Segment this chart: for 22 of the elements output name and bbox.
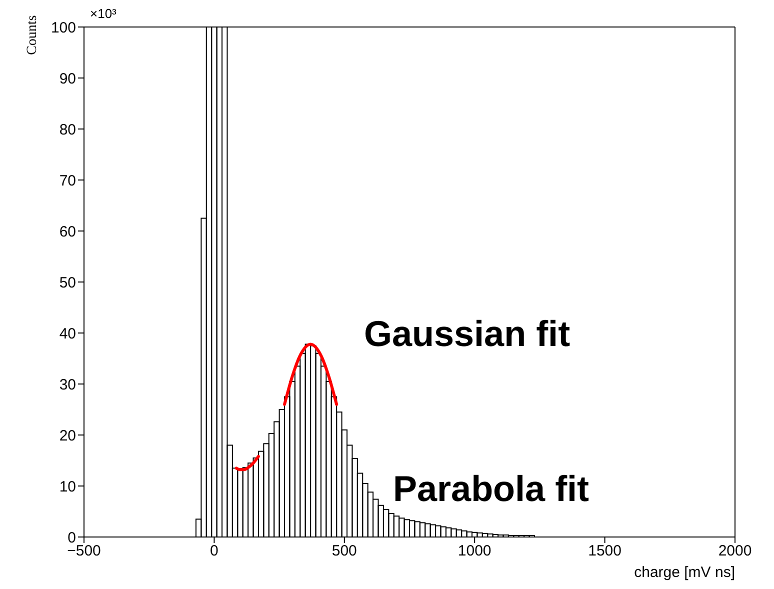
y-tick-label: 30 <box>59 376 76 394</box>
y-tick-label: 70 <box>59 172 76 190</box>
x-tick-label: 1000 <box>458 542 492 560</box>
x-tick-label: 1500 <box>588 542 622 560</box>
y-tick-label: 40 <box>59 325 76 342</box>
y-tick-label: 90 <box>59 70 76 88</box>
line-series <box>283 342 338 406</box>
x-tick-label: 2000 <box>718 542 752 560</box>
y-tick-label: 50 <box>59 274 76 292</box>
text: ×10³ <box>90 6 116 21</box>
y-axis-title: Counts <box>24 15 40 55</box>
y-tick-label: 100 <box>50 19 76 36</box>
x-axis-title: charge [mV ns] <box>634 564 735 581</box>
line-series <box>234 454 260 472</box>
y-tick-label: 10 <box>59 478 76 496</box>
y-tick-label: 60 <box>59 223 76 240</box>
annotation: Parabola fit <box>393 468 590 510</box>
y-tick-label: 80 <box>59 121 76 138</box>
x-tick-label: 0 <box>210 542 218 560</box>
y-tick-label: 20 <box>59 427 76 444</box>
annotation: Gaussian fit <box>364 313 570 355</box>
x-tick-label: 500 <box>332 542 357 560</box>
